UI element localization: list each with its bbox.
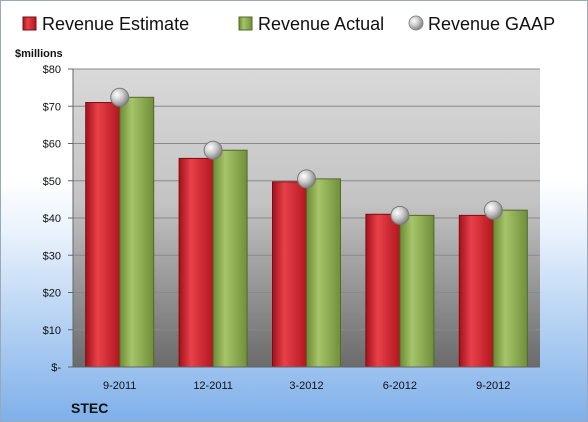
bar-revenue-actual [492,209,528,368]
x-tick-label: 12-2011 [193,380,233,392]
marker-revenue-gaap [110,87,130,107]
bar-revenue-estimate [365,213,401,368]
gaap-markers [110,87,503,225]
y-tick-label: $30 [43,250,61,262]
y-axis-unit-label: $millions [15,48,63,60]
bar-revenue-actual [212,149,248,368]
marker-revenue-gaap [390,205,410,225]
legend-label: Revenue GAAP [428,14,555,34]
marker-revenue-gaap [297,169,316,189]
x-axis: 9-2011 12-2011 3-2012 6-2012 9-2012 [73,366,540,392]
y-tick-label: $60 [43,139,61,151]
y-axis: $- $10 $20 $30 $40 $50 $60 $70 $80 [43,64,74,374]
y-tick-label: $- [51,362,61,374]
y-tick-label: $10 [43,325,61,337]
y-tick-label: $80 [43,64,61,76]
legend-swatch-revenue-actual [238,16,253,31]
bar-revenue-actual [306,178,341,368]
legend-label: Revenue Estimate [42,14,189,34]
legend-swatch-revenue-gaap [408,15,424,31]
y-tick-label: $70 [43,101,61,113]
x-tick-label: 9-2011 [103,380,136,392]
chart-legend: Revenue Estimate Revenue Actual Revenue GA… [22,14,555,34]
y-tick-label: $40 [43,213,61,225]
y-tick-label: $50 [43,176,61,188]
marker-revenue-gaap [483,200,503,220]
bar-revenue-estimate [178,157,214,368]
bar-revenue-actual [119,96,155,368]
legend-label: Revenue Actual [258,14,384,34]
bar-revenue-estimate [85,102,121,368]
bars [85,96,528,368]
bar-revenue-actual [399,214,435,368]
y-tick-label: $20 [43,288,61,300]
x-tick-label: 9-2012 [476,380,510,392]
ticker-label: STEC [71,400,108,416]
bar-revenue-estimate [458,214,494,368]
marker-revenue-gaap [203,140,223,160]
x-tick-label: 3-2012 [289,380,323,392]
legend-swatch-revenue-estimate [22,16,37,31]
bar-revenue-estimate [272,181,307,368]
x-tick-label: 6-2012 [383,380,417,392]
